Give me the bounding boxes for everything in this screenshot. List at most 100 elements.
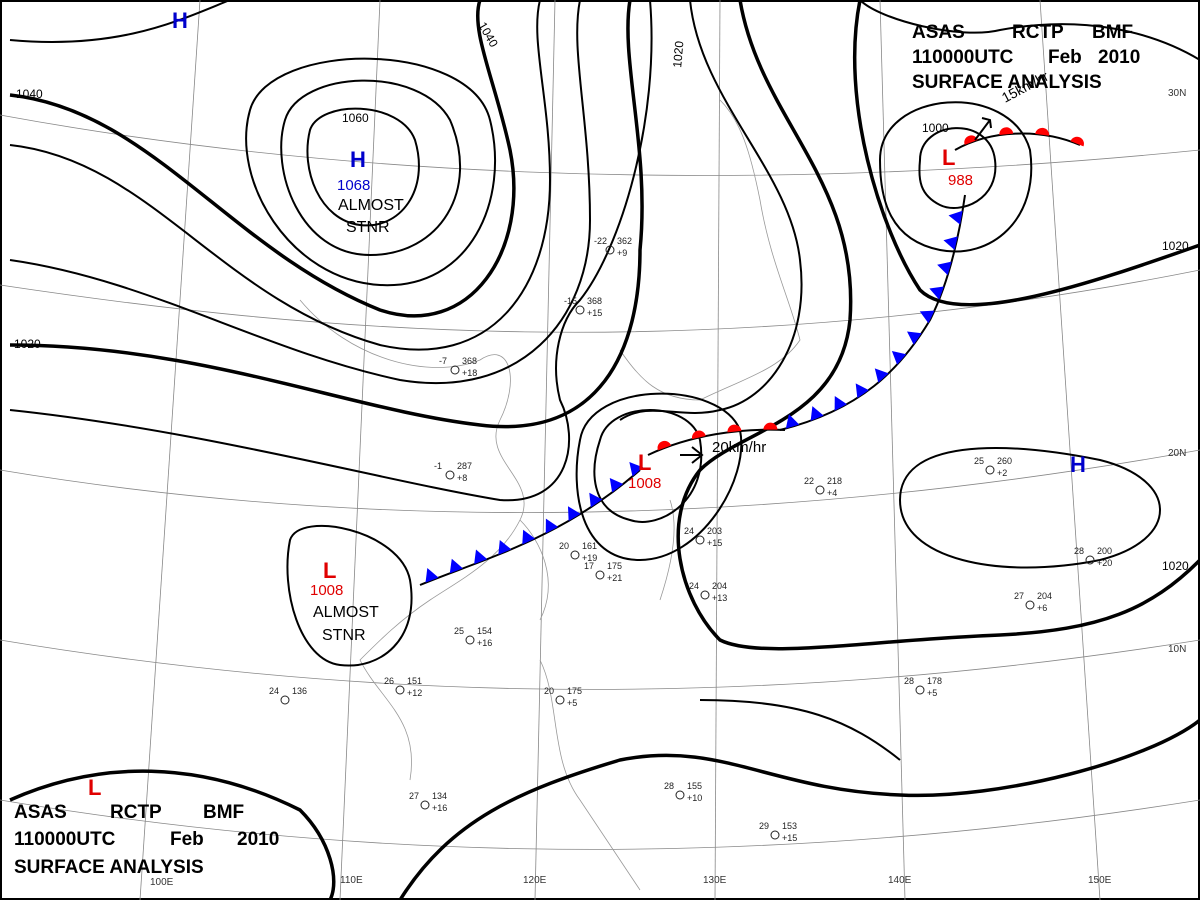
stations: -22 362 +9 -15 368 +15 -7 368 +18 -1 287 +8 20 161 +19… xyxy=(269,236,1112,843)
station-temp: 24 xyxy=(689,581,699,591)
station-temp: 20 xyxy=(559,541,569,551)
cold-front-symbol xyxy=(589,492,603,508)
station-pressure: 200 xyxy=(1097,546,1112,556)
warm-front-symbol xyxy=(999,127,1014,135)
time: 110000UTC xyxy=(14,829,116,850)
station-symbol xyxy=(570,550,580,560)
station-temp: 29 xyxy=(759,821,769,831)
product: SURFACE ANALYSIS xyxy=(912,72,1102,93)
low-symbol: L xyxy=(88,775,101,800)
low-symbol: L xyxy=(942,145,955,170)
station: RCTP xyxy=(1012,22,1064,43)
isobar-label: 1060 xyxy=(342,111,369,125)
station-temp: 28 xyxy=(664,781,674,791)
station-symbol xyxy=(420,800,430,810)
station-tendency: +16 xyxy=(477,638,492,648)
station-pressure: 204 xyxy=(712,581,727,591)
station-temp: 24 xyxy=(684,526,694,536)
isobar-label: 1020 xyxy=(14,337,41,351)
motion-arrow xyxy=(974,117,992,141)
isobar-label: 1020 xyxy=(1162,239,1189,253)
year: 2010 xyxy=(237,829,279,850)
station-tendency: +21 xyxy=(607,573,622,583)
station-pressure: 362 xyxy=(617,236,632,246)
cold-front-symbol xyxy=(834,395,848,411)
header-top: ASAS RCTP BMF 110000UTC Feb 2010 SURFACE… xyxy=(912,22,1140,93)
station-symbol xyxy=(280,695,290,705)
station-symbol xyxy=(605,245,615,255)
system-note: ALMOST xyxy=(313,604,379,621)
station-symbol xyxy=(985,465,995,475)
station-symbol xyxy=(675,790,685,800)
station-pressure: 178 xyxy=(927,676,942,686)
station-temp: -1 xyxy=(434,461,442,471)
high-symbol: H xyxy=(172,8,188,33)
isobar-label: 1040 xyxy=(16,87,43,101)
system-pressure: 1068 xyxy=(337,177,370,194)
cold-front-symbol xyxy=(474,549,488,565)
isobars xyxy=(9,0,1200,900)
station-temp: 20 xyxy=(544,686,554,696)
cold-front-symbol xyxy=(907,331,922,345)
cold-front-symbol xyxy=(567,506,581,522)
cold-front-symbol xyxy=(545,518,559,534)
warm-front-symbol xyxy=(763,422,778,430)
station-pressure: 153 xyxy=(782,821,797,831)
systems: H 1068 ALMOST STNR L 1008 ALMOST STNR L … xyxy=(88,8,1086,800)
station-temp: -7 xyxy=(439,356,447,366)
station-pressure: 154 xyxy=(477,626,492,636)
station-pressure: 161 xyxy=(582,541,597,551)
cold-front-symbol xyxy=(498,540,512,555)
station-tendency: +16 xyxy=(432,803,447,813)
station-temp: 17 xyxy=(584,561,594,571)
low-symbol: L xyxy=(638,450,651,475)
station-symbol xyxy=(555,695,565,705)
time: 110000UTC xyxy=(912,47,1014,68)
header-bottom: ASAS RCTP BMF 110000UTC Feb 2010 SURFACE… xyxy=(14,802,279,878)
isobar-label: 1020 xyxy=(1162,559,1189,573)
product: SURFACE ANALYSIS xyxy=(14,857,204,878)
station-pressure: 260 xyxy=(997,456,1012,466)
station-symbol xyxy=(595,570,605,580)
system-pressure: 1008 xyxy=(628,475,661,492)
cold-front-symbol xyxy=(937,261,952,276)
station-symbol xyxy=(465,635,475,645)
cold-front-symbol xyxy=(874,368,889,383)
issuer: BMF xyxy=(203,802,244,823)
station-tendency: +19 xyxy=(582,553,597,563)
system-note: STNR xyxy=(346,219,390,236)
station-temp: 22 xyxy=(804,476,814,486)
station-tendency: +15 xyxy=(707,538,722,548)
agency: ASAS xyxy=(912,22,965,43)
warm-front-symbol xyxy=(1070,136,1084,147)
agency: ASAS xyxy=(14,802,67,823)
cold-front-symbol xyxy=(919,310,935,324)
issuer: BMF xyxy=(1092,22,1133,43)
station-symbol xyxy=(770,830,780,840)
isobar-label: 1020 xyxy=(670,40,686,68)
station-symbol xyxy=(695,535,705,545)
high-symbol: H xyxy=(350,147,366,172)
warm-front-symbol xyxy=(964,135,978,145)
station-tendency: +6 xyxy=(1037,603,1047,613)
station-tendency: +18 xyxy=(462,368,477,378)
cold-front-symbol xyxy=(629,462,644,477)
lon-label: 120E xyxy=(523,875,547,886)
system-pressure: 1008 xyxy=(310,582,343,599)
station-tendency: +12 xyxy=(407,688,422,698)
cold-front-symbol xyxy=(929,286,944,300)
station-symbol xyxy=(450,365,460,375)
isobar-label: 1000 xyxy=(922,121,949,135)
high-symbol: H xyxy=(1070,452,1086,477)
station-pressure: 204 xyxy=(1037,591,1052,601)
station-symbol xyxy=(815,485,825,495)
lon-label: 110E xyxy=(340,875,363,886)
system-note: ALMOST xyxy=(338,197,404,214)
year: 2010 xyxy=(1098,47,1140,68)
station-temp: -15 xyxy=(564,296,577,306)
station-tendency: +10 xyxy=(687,793,702,803)
station-symbol xyxy=(1025,600,1035,610)
warm-front-symbol xyxy=(727,424,742,433)
station: RCTP xyxy=(110,802,162,823)
